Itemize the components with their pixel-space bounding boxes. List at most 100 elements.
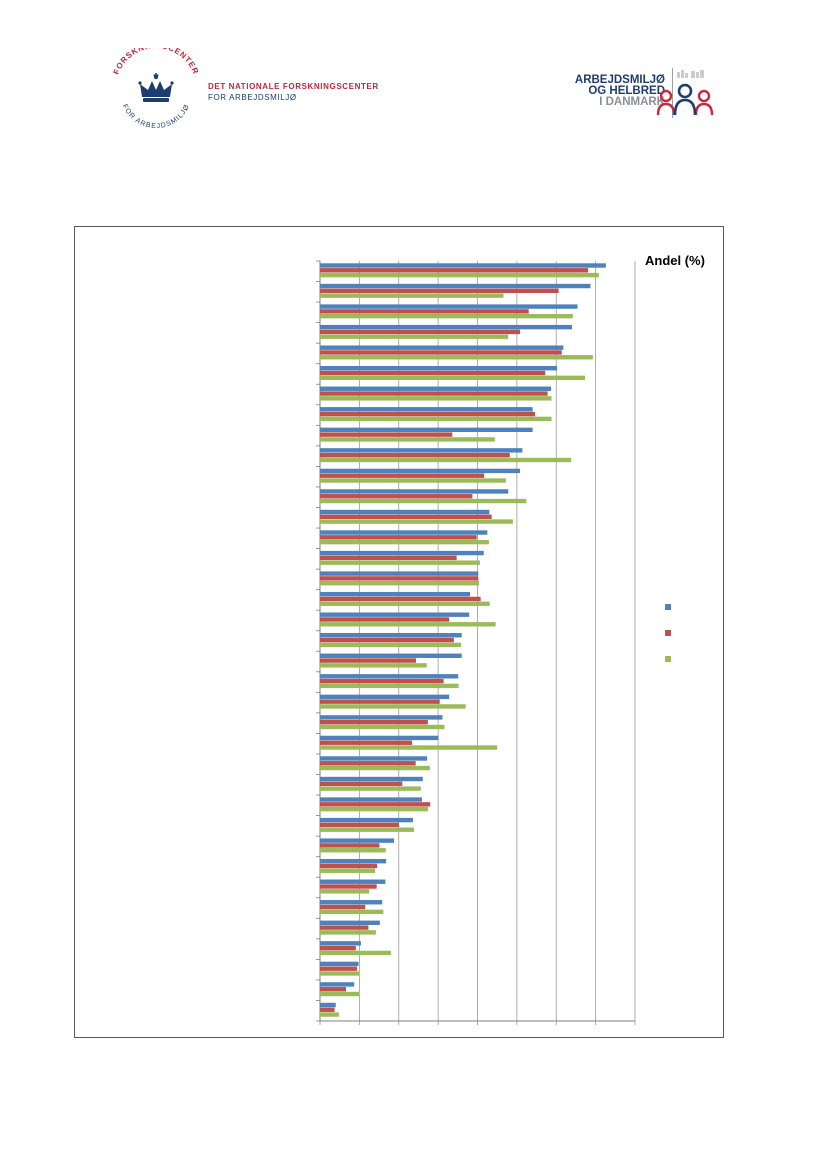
svg-text:FORSKNINGSCENTER: FORSKNINGSCENTER: [112, 48, 201, 76]
people-icon: [656, 70, 714, 116]
bar-series1: [320, 427, 533, 433]
bar-series1: [320, 530, 488, 535]
bar-series1: [320, 797, 422, 802]
bar-series2: [320, 719, 428, 725]
bar-series1: [320, 304, 578, 309]
bar-series2: [320, 268, 589, 273]
bar-series2: [320, 411, 535, 417]
bar-series3: [320, 868, 376, 873]
institute-name-line1: DET NATIONALE FORSKNINGSCENTER: [208, 82, 379, 91]
bar-series3: [320, 806, 428, 812]
bar-series2: [320, 843, 380, 848]
bar-series1: [320, 858, 387, 864]
bar-series1: [320, 694, 450, 700]
bar-series3: [320, 745, 498, 750]
bar-series3: [320, 437, 495, 442]
bar-series3: [320, 991, 360, 997]
bar-series1: [320, 900, 383, 905]
legend-marker-series1: [665, 604, 671, 610]
bar-series2: [320, 884, 377, 889]
bar-series3: [320, 683, 459, 689]
axis-unit-label: Andel (%): [645, 253, 705, 268]
brand-line2: OG HELBRED: [588, 85, 665, 97]
bar-series2: [320, 370, 546, 376]
bar-series3: [320, 786, 421, 791]
bar-series3: [320, 848, 386, 853]
bar-series3: [320, 539, 489, 545]
brand-divider: [672, 68, 673, 118]
bar-series2: [320, 637, 454, 643]
bar-series1: [320, 283, 591, 289]
bar-series3: [320, 375, 585, 381]
bar-series2: [320, 350, 562, 355]
bar-series2: [320, 576, 479, 581]
bar-series2: [320, 945, 356, 951]
bar-series1: [320, 468, 521, 474]
bar-series2: [320, 514, 492, 519]
bar-series3: [320, 457, 572, 463]
bar-series1: [320, 263, 606, 268]
bar-series2: [320, 761, 416, 766]
bar-series3: [320, 581, 480, 586]
bar-series1: [320, 1002, 336, 1008]
bar-series1: [320, 550, 484, 556]
bar-series3: [320, 1012, 339, 1017]
bar-series1: [320, 674, 459, 679]
bar-series3: [320, 930, 376, 935]
bar-series1: [320, 407, 533, 412]
bar-series1: [320, 366, 558, 371]
legend-marker-series2: [665, 630, 671, 636]
bar-series3: [320, 498, 527, 504]
bar-series3: [320, 827, 415, 832]
bar-series1: [320, 982, 355, 987]
bar-series2: [320, 309, 529, 314]
bar-series1: [320, 817, 413, 823]
bar-series1: [320, 653, 462, 658]
bar-series2: [320, 391, 548, 396]
bar-series2: [320, 740, 413, 745]
bar-series1: [320, 715, 443, 720]
bar-series1: [320, 345, 564, 350]
bar-series3: [320, 416, 552, 422]
brand-line3: I DANMARK: [599, 96, 665, 108]
bar-series3: [320, 622, 496, 627]
bar-series2: [320, 658, 417, 663]
bar-series2: [320, 596, 481, 602]
bar-series2: [320, 329, 521, 335]
bar-series3: [320, 724, 445, 730]
bar-series3: [320, 334, 509, 339]
bar-series1: [320, 920, 380, 925]
bar-series1: [320, 509, 490, 515]
seal-crown-icon: FORSKNINGSCENTER FOR ARBEJDSMILJØ: [112, 48, 201, 128]
bar-series3: [320, 272, 599, 278]
seal-ring-bottom: FOR ARBEJDSMILJØ: [121, 103, 191, 128]
bar-series2: [320, 925, 369, 930]
seal-ring-top: FORSKNINGSCENTER: [112, 48, 200, 76]
bar-series1: [320, 591, 471, 597]
bar-series3: [320, 950, 391, 956]
bar-series1: [320, 838, 395, 843]
bar-series1: [320, 448, 523, 453]
bar-series3: [320, 560, 480, 565]
bar-series2: [320, 473, 485, 478]
bar-series3: [320, 396, 552, 401]
bar-series2: [320, 904, 366, 910]
bar-series3: [320, 889, 370, 894]
bar-series2: [320, 494, 473, 499]
bar-chart: [316, 260, 671, 1025]
bar-series3: [320, 601, 490, 606]
bar-series2: [320, 1007, 335, 1012]
bar-series1: [320, 735, 439, 741]
legend-marker-series3: [665, 656, 671, 662]
bar-series2: [320, 288, 559, 294]
bar-series2: [320, 863, 378, 869]
nfa-logo: FORSKNINGSCENTER FOR ARBEJDSMILJØ DET NA…: [108, 48, 408, 133]
ahd-logo: ARBEJDSMILJØ OG HELBRED I DANMARK: [545, 66, 725, 126]
bar-series2: [320, 822, 399, 828]
bar-series3: [320, 765, 430, 771]
bar-series2: [320, 802, 431, 807]
bar-series2: [320, 432, 453, 437]
bar-series2: [320, 781, 403, 787]
bar-series3: [320, 909, 384, 915]
bar-series3: [320, 519, 513, 524]
